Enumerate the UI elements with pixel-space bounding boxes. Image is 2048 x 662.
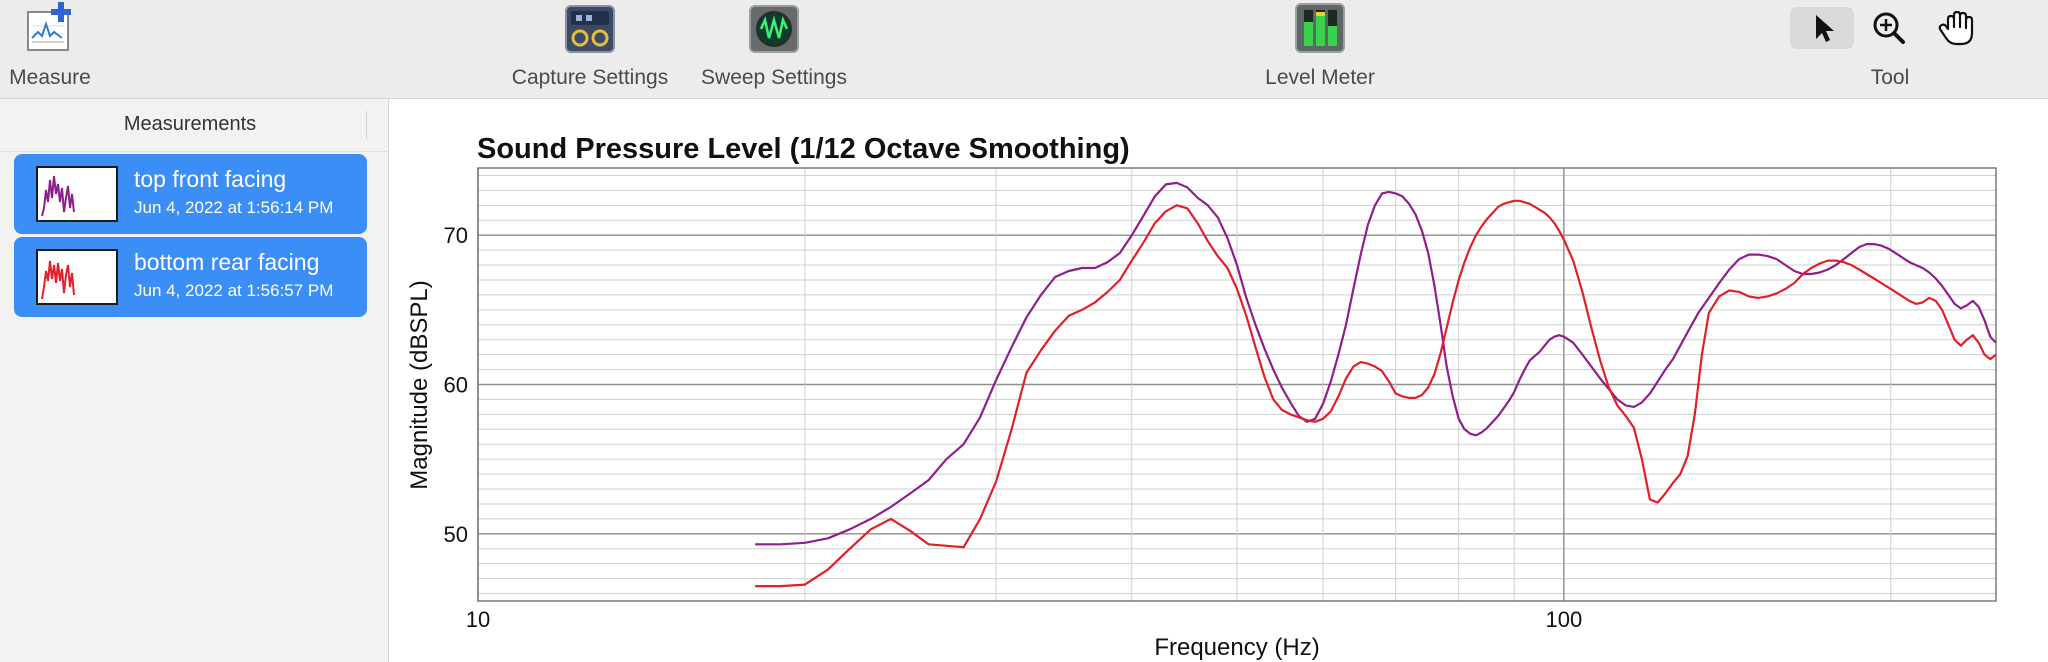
capture-settings-button[interactable]: Capture Settings — [500, 0, 680, 98]
pointer-arrow-icon — [1816, 15, 1834, 42]
pointer-tool-button[interactable] — [1790, 7, 1854, 49]
plot-border — [477, 167, 1997, 602]
measurement-name: bottom rear facing — [134, 249, 320, 275]
level-meter-button[interactable]: Level Meter — [1250, 0, 1390, 98]
measurement-date: Jun 4, 2022 at 1:56:57 PM — [134, 281, 334, 300]
measure-plus-icon — [27, 2, 71, 51]
series-line-bottom-rear-facing — [755, 199, 1997, 588]
chart-title: Sound Pressure Level (1/12 Octave Smooth… — [477, 133, 1130, 165]
spl-chart[interactable]: Sound Pressure Level (1/12 Octave Smooth… — [390, 120, 2010, 660]
sweep-settings-icon — [749, 5, 799, 53]
measurements-sidebar: Measurements top front facing Jun 4, 202… — [0, 99, 389, 662]
x-tick-label: 100 — [1546, 607, 1583, 632]
measurements-header-label: Measurements — [123, 113, 257, 135]
zoom-tool-button[interactable] — [1858, 7, 1922, 49]
level-meter-icon — [1295, 3, 1345, 53]
toolbar: Measure Capture Settings Sweep Settings — [0, 0, 2048, 99]
x-tick-label: 10 — [466, 607, 490, 632]
y-tick-label: 60 — [444, 373, 468, 398]
measurement-name: top front facing — [134, 166, 287, 192]
y-axis-label: Magnitude (dBSPL) — [406, 280, 433, 489]
series-line-top-front-facing — [755, 181, 1997, 546]
hand-tool-button[interactable] — [1926, 7, 1990, 49]
measurement-thumbnail — [36, 166, 118, 222]
sweep-settings-label: Sweep Settings — [701, 66, 847, 89]
measurement-item-bottom-rear[interactable]: bottom rear facing Jun 4, 2022 at 1:56:5… — [14, 237, 367, 317]
measurement-thumbnail — [36, 249, 118, 305]
header-column-divider[interactable] — [366, 111, 367, 139]
sweep-settings-button[interactable]: Sweep Settings — [694, 0, 854, 98]
measurement-date: Jun 4, 2022 at 1:56:14 PM — [134, 198, 334, 217]
measurement-item-top-front[interactable]: top front facing Jun 4, 2022 at 1:56:14 … — [14, 154, 367, 234]
hand-pan-icon — [1938, 10, 1974, 46]
measure-label: Measure — [9, 66, 91, 89]
y-tick-label: 70 — [444, 223, 468, 248]
level-meter-label: Level Meter — [1265, 66, 1375, 89]
y-tick-label: 50 — [444, 522, 468, 547]
measurements-header: Measurements — [0, 99, 388, 152]
measure-button[interactable]: Measure — [0, 0, 100, 98]
capture-settings-label: Capture Settings — [511, 66, 669, 89]
x-axis-label: Frequency (Hz) — [1154, 634, 1319, 660]
capture-settings-icon — [565, 5, 615, 53]
tool-label: Tool — [1870, 66, 1910, 89]
zoom-in-icon — [1873, 12, 1905, 44]
